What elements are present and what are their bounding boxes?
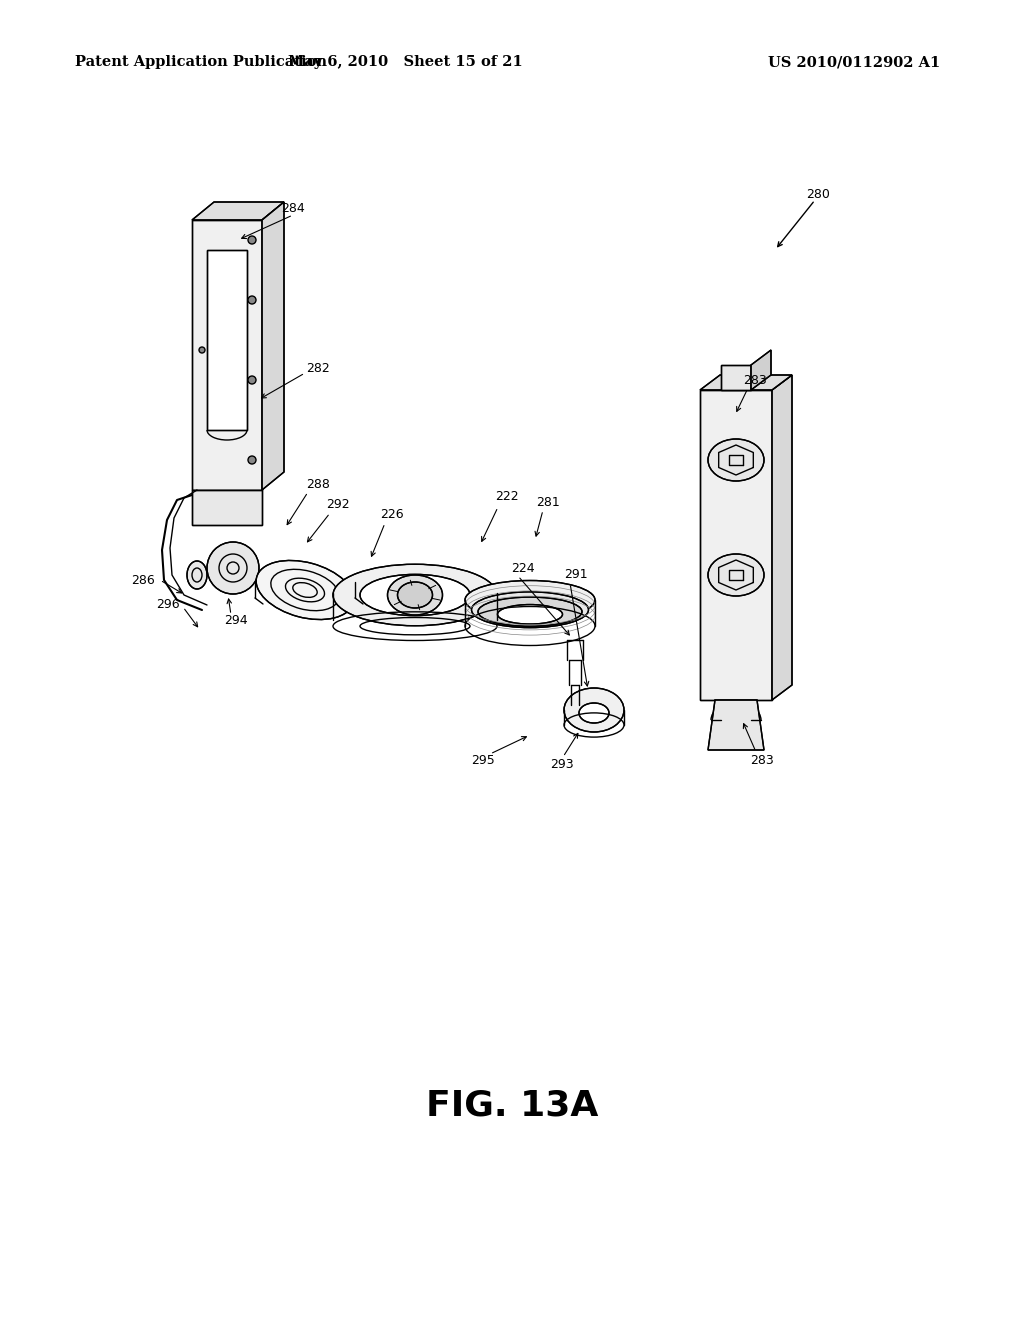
Text: 292: 292 — [327, 499, 350, 511]
Text: 283: 283 — [751, 754, 774, 767]
Ellipse shape — [465, 581, 595, 619]
Polygon shape — [193, 490, 262, 525]
Ellipse shape — [564, 688, 624, 733]
Text: 280: 280 — [806, 189, 829, 202]
Text: 294: 294 — [224, 614, 248, 627]
Polygon shape — [708, 700, 764, 750]
Polygon shape — [262, 202, 284, 490]
Polygon shape — [721, 366, 751, 389]
Polygon shape — [193, 220, 262, 490]
Text: 296: 296 — [157, 598, 180, 611]
Text: 286: 286 — [131, 573, 155, 586]
Text: 283: 283 — [743, 374, 767, 387]
Ellipse shape — [387, 576, 442, 615]
Circle shape — [248, 455, 256, 465]
Text: 282: 282 — [306, 362, 330, 375]
Text: 222: 222 — [496, 491, 519, 503]
Text: FIG. 13A: FIG. 13A — [426, 1088, 598, 1122]
Ellipse shape — [498, 605, 562, 624]
Text: 224: 224 — [511, 561, 535, 574]
Circle shape — [199, 347, 205, 352]
Text: 226: 226 — [380, 508, 403, 521]
Ellipse shape — [708, 554, 764, 597]
Circle shape — [248, 376, 256, 384]
Text: May 6, 2010   Sheet 15 of 21: May 6, 2010 Sheet 15 of 21 — [288, 55, 522, 69]
Ellipse shape — [478, 597, 582, 626]
Text: 281: 281 — [537, 495, 560, 508]
Polygon shape — [207, 249, 247, 430]
Ellipse shape — [187, 561, 207, 589]
Text: US 2010/0112902 A1: US 2010/0112902 A1 — [768, 55, 940, 69]
Polygon shape — [751, 350, 771, 389]
Polygon shape — [700, 375, 792, 389]
Text: 291: 291 — [564, 569, 588, 582]
Text: 295: 295 — [471, 754, 495, 767]
Text: 284: 284 — [282, 202, 305, 214]
Ellipse shape — [471, 591, 589, 627]
Ellipse shape — [579, 704, 609, 723]
Ellipse shape — [708, 440, 764, 480]
Circle shape — [207, 543, 259, 594]
Text: 288: 288 — [306, 479, 330, 491]
Text: 293: 293 — [550, 758, 573, 771]
Polygon shape — [700, 389, 772, 700]
Ellipse shape — [567, 701, 583, 709]
Ellipse shape — [256, 561, 354, 619]
Ellipse shape — [397, 582, 432, 609]
Polygon shape — [193, 202, 284, 220]
Circle shape — [248, 236, 256, 244]
Polygon shape — [772, 375, 792, 700]
Text: Patent Application Publication: Patent Application Publication — [75, 55, 327, 69]
Ellipse shape — [360, 574, 470, 615]
Ellipse shape — [333, 564, 497, 626]
Circle shape — [248, 296, 256, 304]
